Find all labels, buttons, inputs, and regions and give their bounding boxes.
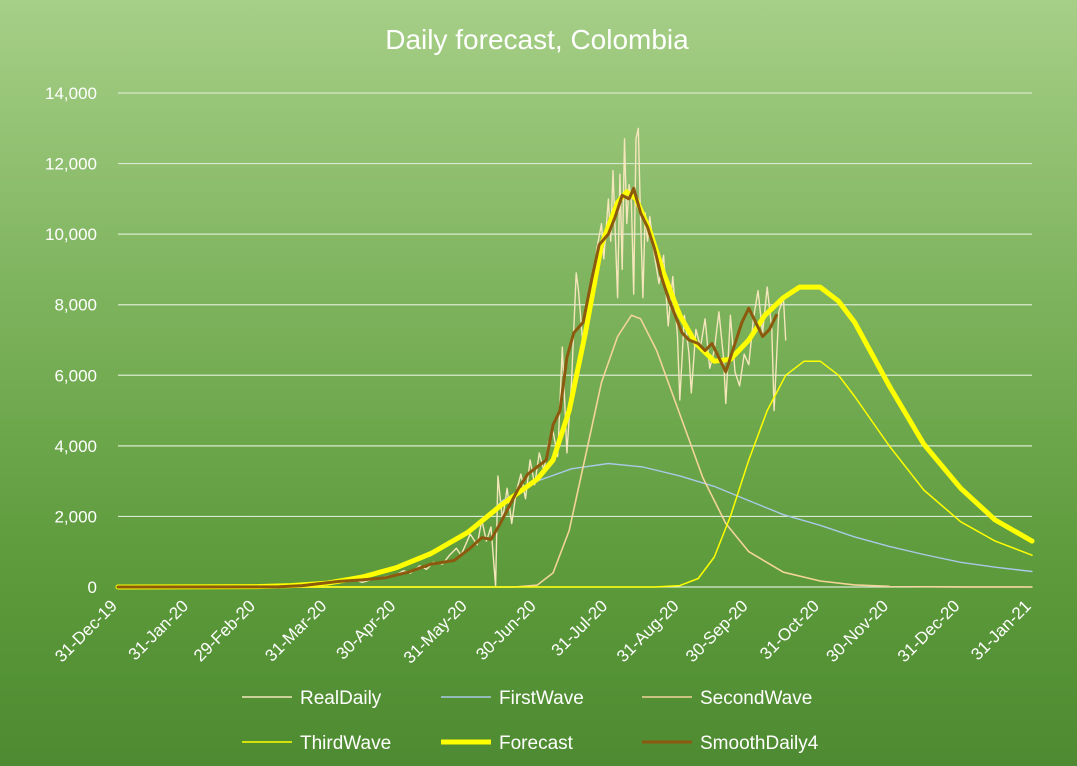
y-tick-label: 10,000 <box>45 225 97 244</box>
series-line-forecast <box>115 189 1035 590</box>
x-tick-label: 31-Mar-20 <box>261 596 330 665</box>
x-tick-label: 31-May-20 <box>400 596 471 667</box>
x-tick-label: 30-Jun-20 <box>472 596 540 664</box>
series-line-smoothdaily4 <box>116 186 778 589</box>
x-tick-label: 31-Dec-20 <box>894 596 964 666</box>
series-line-firstwave <box>117 462 1033 588</box>
x-tick-label: 31-Jul-20 <box>548 596 612 660</box>
x-tick-label: 30-Apr-20 <box>333 596 400 663</box>
y-tick-label: 14,000 <box>45 84 97 103</box>
legend-label: SecondWave <box>700 688 812 709</box>
x-tick-label: 30-Sep-20 <box>682 596 752 666</box>
y-tick-label: 12,000 <box>45 155 97 174</box>
y-tick-label: 6,000 <box>54 366 97 385</box>
series-line-thirdwave <box>117 360 1033 588</box>
legend-label: FirstWave <box>499 688 584 709</box>
y-tick-label: 8,000 <box>54 296 97 315</box>
x-tick-label: 29-Feb-20 <box>190 596 259 665</box>
y-tick-label: 2,000 <box>54 507 97 526</box>
legend-label: Forecast <box>499 733 574 754</box>
gridlines <box>118 92 1032 588</box>
legend-label: RealDaily <box>300 688 382 709</box>
x-tick-label: 31-Aug-20 <box>613 596 683 666</box>
legend-label: SmoothDaily4 <box>700 733 819 754</box>
x-tick-label: 31-Dec-19 <box>51 596 121 666</box>
y-axis-ticks: 0 2,000 4,000 6,000 8,000 10,000 12,000 14,000 <box>45 84 97 597</box>
x-tick-label: 31-Jan-21 <box>967 596 1035 664</box>
x-tick-label: 31-Jan-20 <box>125 596 193 664</box>
series-line-secondwave <box>117 314 1033 588</box>
y-tick-label: 0 <box>88 578 97 597</box>
series-lines <box>115 127 1035 590</box>
legend: RealDaily FirstWave SecondWave ThirdWave For… <box>242 688 819 754</box>
y-tick-label: 4,000 <box>54 437 97 456</box>
x-tick-label: 30-Nov-20 <box>823 596 893 666</box>
chart-title: Daily forecast, Colombia <box>385 24 689 55</box>
x-tick-label: 31-Oct-20 <box>756 596 823 663</box>
series-line-realdaily <box>117 127 787 588</box>
legend-label: ThirdWave <box>300 733 391 754</box>
